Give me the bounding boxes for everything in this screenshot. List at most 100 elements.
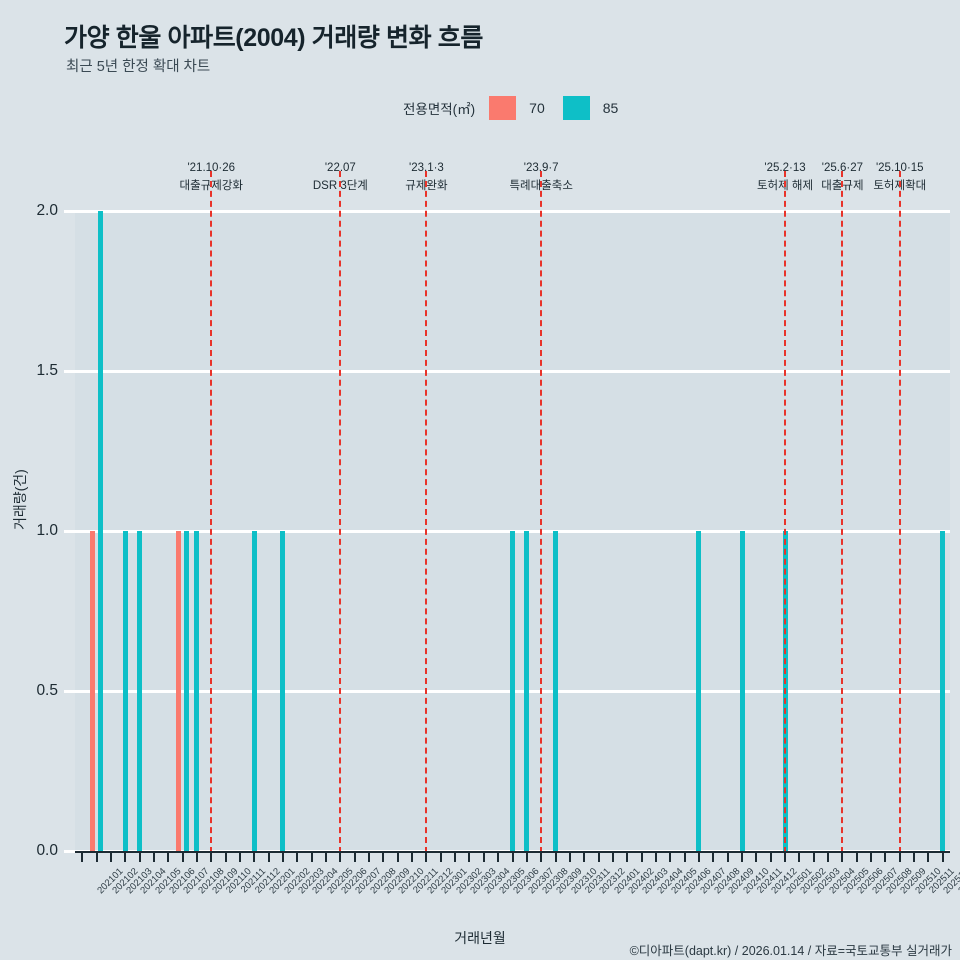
x-tick-mark: [253, 853, 256, 862]
x-tick-mark: [525, 853, 528, 862]
x-tick-mark: [654, 853, 657, 862]
x-tick-mark: [554, 853, 557, 862]
y-tick-label: 1.0: [36, 522, 58, 539]
legend-label-85: 85: [602, 100, 619, 116]
x-tick-mark: [841, 853, 844, 862]
bar-202601-85[interactable]: [940, 531, 946, 851]
bar-202203-85[interactable]: [280, 531, 286, 851]
event-date: '22.07: [324, 162, 356, 174]
x-tick-mark: [296, 853, 299, 862]
x-tick-mark: [827, 853, 830, 862]
event-date: '23.9·7: [523, 162, 559, 174]
event-label-202510: '25.10·15 토허제확대: [873, 160, 926, 196]
x-tick-mark: [152, 853, 155, 862]
y-tick-mark: [64, 689, 75, 693]
x-tick-mark: [583, 853, 586, 862]
bar-202408-85[interactable]: [696, 531, 702, 851]
x-tick-mark: [411, 853, 414, 862]
x-tick-mark: [898, 853, 901, 862]
x-tick-mark: [454, 853, 457, 862]
x-tick-mark: [181, 853, 184, 862]
x-tick-mark: [812, 853, 815, 862]
bar-202108-70[interactable]: [176, 531, 182, 851]
event-date: '25.6·27: [821, 162, 864, 174]
y-tick-label: 1.5: [36, 362, 58, 379]
x-tick-mark: [482, 853, 485, 862]
x-tick-mark: [167, 853, 170, 862]
x-tick-mark: [611, 853, 614, 862]
footer-credit: ©디아파트(dapt.kr) / 2026.01.14 / 자료=국토교통부 실…: [629, 944, 952, 958]
legend-swatch-70: [489, 96, 517, 120]
legend-swatch-85: [562, 96, 590, 120]
bar-202104-85[interactable]: [122, 531, 128, 851]
bar-202109-85[interactable]: [194, 531, 200, 851]
legend-item-85[interactable]: 85: [562, 96, 619, 120]
legend-item-70[interactable]: 70: [489, 96, 545, 120]
legend-label-70: 70: [529, 100, 545, 116]
x-tick-mark: [927, 853, 930, 862]
x-tick-mark: [109, 853, 112, 862]
x-tick-mark: [267, 853, 270, 862]
bar-202105-85[interactable]: [137, 531, 143, 851]
bar-202102-70[interactable]: [90, 531, 96, 851]
x-tick-mark: [870, 853, 873, 862]
x-tick-mark: [195, 853, 198, 862]
plot-area: [75, 209, 950, 853]
x-tick-mark: [568, 853, 571, 862]
event-date: '25.10·15: [875, 162, 924, 174]
event-line-202207: [339, 171, 342, 853]
y-axis-title: 거래량(건): [12, 469, 28, 530]
y-tick-label: 0.0: [36, 842, 58, 859]
x-tick-mark: [798, 853, 801, 862]
x-tick-mark: [382, 853, 385, 862]
event-line-202309: [540, 171, 543, 853]
x-tick-mark: [353, 853, 356, 862]
x-tick-mark: [210, 853, 213, 862]
bar-202310-85[interactable]: [553, 531, 559, 851]
bar-202308-85[interactable]: [524, 531, 530, 851]
gridline: [75, 369, 950, 373]
x-axis-line: [75, 851, 950, 853]
x-tick-mark: [726, 853, 729, 862]
x-tick-mark: [669, 853, 672, 862]
x-tick-mark: [95, 853, 98, 862]
x-tick-mark: [396, 853, 399, 862]
x-tick-mark: [511, 853, 514, 862]
legend: 전용면적(㎡) 70 85: [403, 96, 636, 120]
x-tick-mark: [224, 853, 227, 862]
x-tick-mark: [597, 853, 600, 862]
event-line-202506: [841, 171, 844, 853]
event-line-202502: [784, 171, 787, 853]
event-date: '25.2·13: [764, 162, 806, 174]
x-tick-mark: [540, 853, 543, 862]
x-tick-mark: [368, 853, 371, 862]
y-tick-mark: [64, 369, 75, 373]
bar-202201-85[interactable]: [251, 531, 257, 851]
bar-202307-85[interactable]: [510, 531, 515, 851]
event-line-202110: [210, 171, 213, 853]
bar-202102-85[interactable]: [97, 211, 103, 851]
x-tick-mark: [755, 853, 758, 862]
x-tick-mark: [855, 853, 858, 862]
x-tick-mark: [683, 853, 686, 862]
y-tick-mark: [64, 529, 75, 533]
x-tick-mark: [81, 853, 84, 862]
y-tick-label: 0.5: [36, 682, 58, 699]
event-line-202510: [898, 171, 901, 853]
x-tick-mark: [640, 853, 643, 862]
bar-202108-85[interactable]: [183, 531, 189, 851]
x-tick-mark: [468, 853, 471, 862]
x-tick-mark: [712, 853, 715, 862]
event-date: '23.1·3: [409, 162, 444, 174]
x-tick-mark: [497, 853, 500, 862]
x-tick-mark: [281, 853, 284, 862]
bar-202411-85[interactable]: [739, 531, 745, 851]
x-tick-mark: [325, 853, 328, 862]
x-tick-mark: [784, 853, 787, 862]
gridline: [75, 209, 950, 213]
x-tick-mark: [425, 853, 428, 862]
y-tick-mark: [64, 209, 75, 213]
y-tick-mark: [64, 849, 75, 853]
x-tick-mark: [769, 853, 772, 862]
